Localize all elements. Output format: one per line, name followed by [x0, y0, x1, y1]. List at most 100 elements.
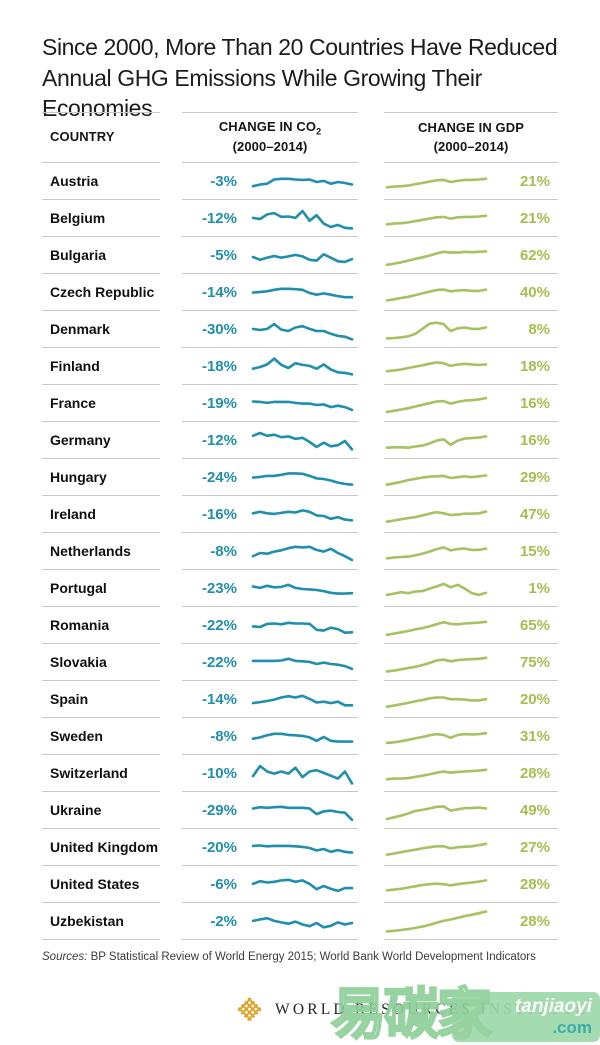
gdp-change-value: 8% — [528, 320, 550, 338]
sources-prefix: Sources: — [42, 951, 88, 963]
gdp-sparkline — [385, 910, 488, 933]
column-header-gdp: CHANGE IN GDP (2000–2014) — [384, 112, 558, 163]
country-name: Hungary — [50, 469, 107, 485]
co2-change-value: -16% — [201, 505, 237, 523]
column-header-co2-period: (2000–2014) — [232, 139, 308, 155]
gdp-change-value: 16% — [519, 431, 550, 449]
watermark-cn-text: 易碳家 — [330, 983, 493, 1045]
watermark: 易碳家 tanjiaoyi .com — [330, 983, 600, 1045]
table-row: Romania -22% 65% — [42, 607, 558, 644]
co2-sparkline — [251, 916, 354, 929]
gdp-change-value: 31% — [519, 727, 550, 745]
gdp-change-value: 75% — [519, 653, 550, 671]
co2-change-value: -18% — [201, 357, 237, 375]
gdp-sparkline — [385, 842, 488, 857]
gdp-sparkline — [385, 321, 488, 340]
gdp-sparkline — [385, 768, 488, 781]
co2-change-value: -12% — [201, 431, 237, 449]
co2-sparkline — [251, 878, 354, 893]
co2-sparkline — [251, 621, 354, 635]
table-header-row: COUNTRY CHANGE IN CO2 (2000–2014) CHANGE… — [42, 112, 558, 163]
co2-sparkline — [251, 694, 354, 707]
co2-sparkline — [251, 509, 354, 522]
table-row: Sweden -8% 31% — [42, 718, 558, 755]
gdp-change-value: 27% — [519, 838, 550, 856]
country-name: Ireland — [50, 506, 96, 522]
table-row: Ireland -16% 47% — [42, 496, 558, 533]
gdp-sparkline — [385, 474, 488, 487]
gdp-sparkline — [385, 177, 488, 189]
country-name: Denmark — [50, 321, 110, 337]
co2-change-value: -22% — [201, 653, 237, 671]
co2-change-value: -14% — [201, 690, 237, 708]
country-name: Portugal — [50, 580, 107, 596]
gdp-sparkline — [385, 288, 488, 302]
gdp-sparkline — [385, 731, 488, 745]
gdp-sparkline — [385, 250, 488, 267]
gdp-sparkline — [385, 546, 488, 560]
gdp-change-value: 21% — [519, 172, 550, 190]
co2-sparkline — [251, 545, 354, 562]
table-row: Czech Republic -14% 40% — [42, 274, 558, 311]
page-title-line1: Since 2000, More Than 20 Countries Have … — [42, 34, 558, 60]
table-row: France -19% 16% — [42, 385, 558, 422]
table-row: Hungary -24% 29% — [42, 459, 558, 496]
gdp-change-value: 65% — [519, 616, 550, 634]
co2-change-value: -5% — [210, 246, 237, 264]
gdp-change-value: 28% — [519, 764, 550, 782]
table-row: Portugal -23% 1% — [42, 570, 558, 607]
column-header-co2-label: CHANGE IN CO2 — [218, 118, 322, 137]
country-name: Slovakia — [50, 654, 107, 670]
gdp-change-value: 16% — [519, 394, 550, 412]
co2-sparkline — [251, 322, 354, 341]
table-row: Slovakia -22% 75% — [42, 644, 558, 681]
gdp-change-value: 20% — [519, 690, 550, 708]
co2-change-value: -3% — [210, 172, 237, 190]
table-row: Uzbekistan -2% 28% — [42, 903, 558, 940]
co2-sparkline — [251, 177, 354, 188]
gdp-sparkline — [385, 214, 488, 226]
sources-text: BP Statistical Review of World Energy 20… — [87, 951, 536, 963]
column-header-country-label: COUNTRY — [50, 129, 115, 145]
co2-sparkline — [251, 732, 354, 743]
co2-sparkline — [251, 844, 354, 854]
gdp-change-value: 29% — [519, 468, 550, 486]
page-title-line2: Annual GHG Emissions While Growing Their… — [42, 64, 482, 122]
co2-sparkline — [251, 209, 354, 230]
co2-change-value: -22% — [201, 616, 237, 634]
watermark-badge: tanjiaoyi .com — [452, 992, 600, 1042]
gdp-sparkline — [385, 656, 488, 673]
co2-change-value: -23% — [201, 579, 237, 597]
country-name: Sweden — [50, 728, 103, 744]
table-row: Spain -14% 20% — [42, 681, 558, 718]
country-name: Uzbekistan — [50, 913, 124, 929]
co2-sparkline — [251, 583, 354, 595]
co2-sparkline — [251, 764, 354, 785]
co2-change-value: -2% — [210, 912, 237, 930]
country-name: Finland — [50, 358, 100, 374]
co2-change-value: -8% — [210, 542, 237, 560]
co2-change-value: -8% — [210, 727, 237, 745]
page-title: Since 2000, More Than 20 Countries Have … — [42, 32, 572, 124]
table-row: United States -6% 28% — [42, 866, 558, 903]
country-name: Ukraine — [50, 802, 102, 818]
country-name: Belgium — [50, 210, 106, 226]
column-header-co2: CHANGE IN CO2 (2000–2014) — [182, 112, 358, 163]
co2-change-value: -12% — [201, 209, 237, 227]
gdp-change-value: 62% — [519, 246, 550, 264]
country-name: Austria — [50, 173, 99, 189]
country-name: Spain — [50, 691, 89, 707]
table-row: Finland -18% 18% — [42, 348, 558, 385]
gdp-change-value: 47% — [519, 505, 550, 523]
gdp-change-value: 18% — [519, 357, 550, 375]
co2-sparkline — [251, 472, 354, 487]
gdp-sparkline — [385, 620, 488, 637]
gdp-change-value: 21% — [519, 209, 550, 227]
wri-logo-icon — [237, 997, 262, 1022]
country-name: United States — [50, 876, 140, 892]
co2-sparkline — [251, 287, 354, 299]
gdp-change-value: 49% — [519, 801, 550, 819]
gdp-sparkline — [385, 696, 488, 709]
table-row: Belgium -12% 21% — [42, 200, 558, 237]
co2-change-value: -10% — [201, 764, 237, 782]
